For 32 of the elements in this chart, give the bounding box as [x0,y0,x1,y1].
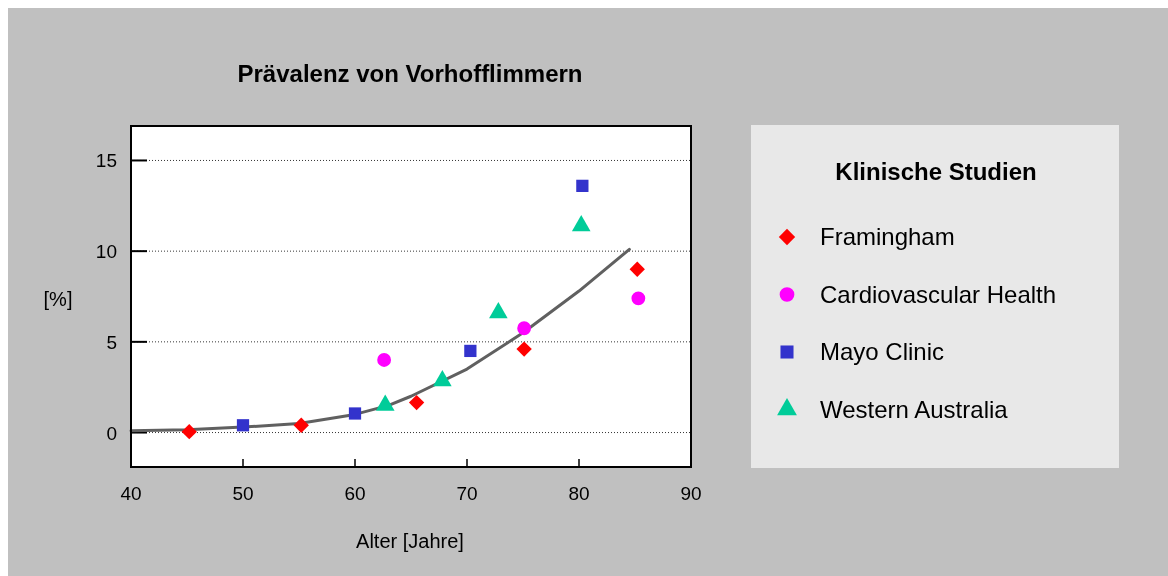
point [181,423,197,440]
legend-label: Cardiovascular Health [820,280,1057,308]
point [571,215,591,232]
point [516,341,532,357]
legend-label: Mayo Clinic [820,338,945,365]
point [517,321,532,336]
point [348,407,362,420]
point [293,417,309,433]
point [631,291,646,306]
point [377,353,392,367]
y-tick-label: 10 [95,241,117,263]
point [489,302,508,319]
x-tick-label: 80 [568,483,590,504]
legend-title: Klinische Studien [835,158,1037,185]
y-tick-label: 5 [106,331,117,353]
legend-label: Framingham [820,223,955,250]
x-tick-label: 40 [120,483,142,504]
legend-label: Western Australia [820,395,1009,423]
x-tick-label: 70 [456,483,478,504]
point [408,394,425,411]
chart-title: Prävalenz von Vorhofflimmern [237,60,583,87]
y-tick-label: 0 [106,422,117,444]
point [236,419,250,432]
x-tick-label: 50 [232,483,254,504]
point [629,261,645,277]
y-axis-title: [%] [43,288,73,310]
x-tick-label: 90 [680,483,702,504]
x-tick-label: 60 [344,483,366,504]
point [576,179,589,192]
y-tick-label: 15 [95,150,117,172]
point [464,344,477,358]
x-axis-title: Alter [Jahre] [356,530,464,552]
